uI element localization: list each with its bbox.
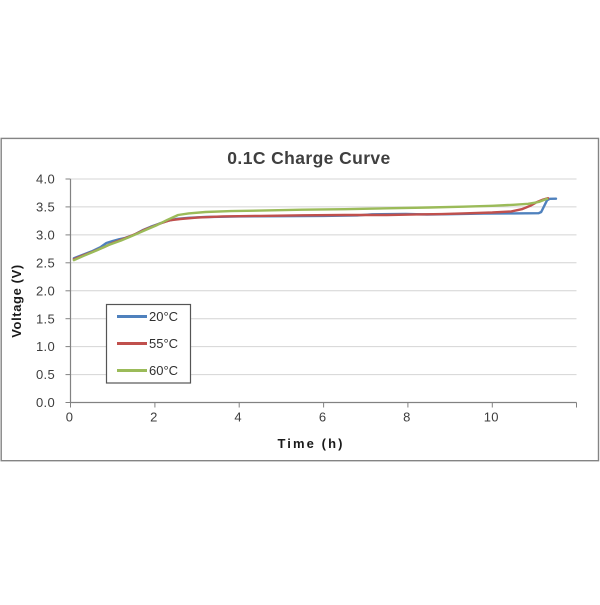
svg-text:2: 2 xyxy=(150,410,158,425)
svg-text:1.5: 1.5 xyxy=(36,311,55,326)
svg-text:10: 10 xyxy=(484,410,499,425)
svg-text:1.0: 1.0 xyxy=(36,339,55,354)
svg-text:0.0: 0.0 xyxy=(36,395,55,410)
svg-text:0: 0 xyxy=(66,410,74,425)
svg-text:8: 8 xyxy=(403,410,411,425)
svg-text:0.1C Charge Curve: 0.1C Charge Curve xyxy=(227,148,390,168)
svg-text:60°C: 60°C xyxy=(149,363,178,378)
svg-text:4: 4 xyxy=(234,410,242,425)
svg-text:6: 6 xyxy=(319,410,327,425)
svg-text:2.5: 2.5 xyxy=(36,255,55,270)
svg-text:4.0: 4.0 xyxy=(36,172,55,187)
svg-text:Voltage (V): Voltage (V) xyxy=(9,264,24,338)
svg-text:Time (h): Time (h) xyxy=(277,436,344,451)
svg-text:55°C: 55°C xyxy=(149,336,178,351)
svg-text:20°C: 20°C xyxy=(149,309,178,324)
svg-text:0.5: 0.5 xyxy=(36,367,55,382)
svg-text:3.0: 3.0 xyxy=(36,228,55,243)
svg-text:2.0: 2.0 xyxy=(36,283,55,298)
svg-text:3.5: 3.5 xyxy=(36,200,55,215)
